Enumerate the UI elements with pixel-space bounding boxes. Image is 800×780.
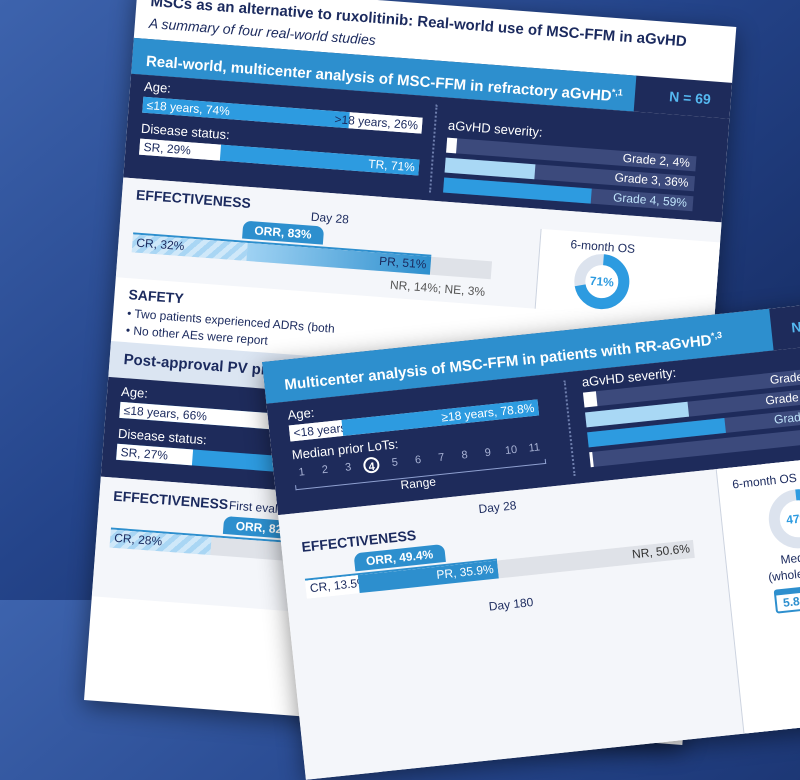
lot-number: 3 (344, 461, 352, 474)
bar-label: PR, 51% (378, 253, 427, 272)
donut: 71% (574, 254, 630, 310)
effectiveness-title: EFFECTIVENESS (135, 186, 252, 212)
bar-label: SR, 29% (143, 139, 192, 158)
median-lot: 4 (362, 456, 381, 474)
header-note: *,1 (611, 86, 624, 98)
median-value: 5.8 mo (773, 584, 800, 614)
study-card-2: Multicenter analysis of MSC-FFM in patie… (262, 295, 800, 780)
effectiveness-panel: EFFECTIVENESS Day 28 ORR, 83% CR, 32% PR, 51… (115, 177, 722, 323)
bar-label: ≤18 years, 74% (146, 98, 231, 119)
bar-segment: TR, 71% (220, 144, 420, 176)
severity-fill (444, 157, 536, 180)
effectiveness-panel: EFFECTIVENESS Day 28 ORR, 49.4% CR, 13.5% PR… (278, 448, 800, 780)
timepoint: Day 180 (488, 594, 535, 614)
lot-number: 1 (298, 466, 306, 479)
os-label: 6-month OS (≥18 (731, 468, 800, 492)
bar-label: TR, 71% (367, 156, 416, 175)
range-label: Range (399, 474, 437, 493)
bar-label: CR, 28% (113, 530, 163, 549)
bar-segment: SR, 27% (116, 443, 193, 466)
severity-label-title: aGvHD severity: (447, 117, 544, 140)
lot-number: 10 (504, 443, 518, 458)
lot-number: 5 (391, 456, 399, 469)
bar-label: SR, 27% (120, 445, 169, 463)
orr-label: ORR, 83% (241, 220, 325, 245)
sample-size: N = 69 (668, 88, 712, 108)
bar-track: <18 years, 21.2% ≥18 years, 78.8% (288, 399, 540, 442)
severity-fill (582, 391, 598, 408)
severity-label: Grade 3, 39.7 (764, 386, 800, 408)
lot-number: 7 (437, 451, 446, 465)
bar-segment: SR, 29% (139, 138, 222, 161)
lot-number: 6 (414, 453, 422, 467)
divider (563, 380, 576, 477)
timepoint: Day 28 (477, 498, 518, 517)
severity-label: Grade 3, 36% (614, 170, 690, 190)
donut: 47% (768, 489, 800, 549)
bar-segment: >18 years, 26% (334, 112, 423, 134)
bar-track: SR, 29% TR, 71% (139, 138, 420, 176)
lot-number: 2 (321, 463, 329, 477)
median-sub: (whole c (767, 566, 800, 585)
donut-label: 71% (589, 274, 614, 290)
header-note: *,3 (710, 329, 723, 341)
severity-label: Grade 2, 5.1 (769, 366, 800, 387)
severity-fill (446, 137, 458, 154)
severity-label: Grade 4, 59% (612, 190, 688, 210)
lot-number: 11 (528, 441, 541, 455)
median-label: Median (779, 548, 800, 567)
lot-number: 8 (460, 449, 469, 462)
donut-label: 47% (786, 511, 800, 527)
safety-title: SAFETY (127, 286, 185, 307)
bar-segment: ≥18 years, 78.8% (341, 399, 540, 436)
bar-label: ≥18 years, 78.8% (440, 400, 536, 425)
lot-number: 9 (484, 446, 492, 460)
timepoint: Day 28 (310, 209, 350, 227)
donut-arc (574, 254, 630, 310)
study-card-1: MSCs as an alternative to ruxolitinib: R… (84, 0, 737, 745)
nr-label: NR, 14%; NE, 3% (389, 277, 486, 299)
age-label: Age: (286, 404, 316, 423)
age-label: Age: (143, 78, 172, 96)
bar-segment: NR, 50.6% (496, 539, 695, 579)
bar-label: CR, 32% (135, 235, 185, 254)
age-label: Age: (120, 383, 149, 401)
bar-label: ≤18 years, 66% (123, 403, 208, 424)
donut-arc (768, 489, 800, 549)
severity-label: Grade 2, 4% (622, 150, 691, 170)
sample-size: N = (790, 317, 800, 336)
severity-label: Grade 4, 53. (773, 406, 800, 427)
os-box: 6-month OS (≥18 47% Median(whole c5.8 mo (715, 448, 800, 738)
severity-fill (589, 452, 594, 468)
os-box: 6-month OS 71% (534, 228, 722, 323)
divider (429, 104, 438, 193)
bar-label: >18 years, 26% (334, 112, 419, 133)
bar-segment: <18 years, 21.2% (288, 416, 388, 442)
bar-label: NR, 50.6% (631, 541, 691, 562)
